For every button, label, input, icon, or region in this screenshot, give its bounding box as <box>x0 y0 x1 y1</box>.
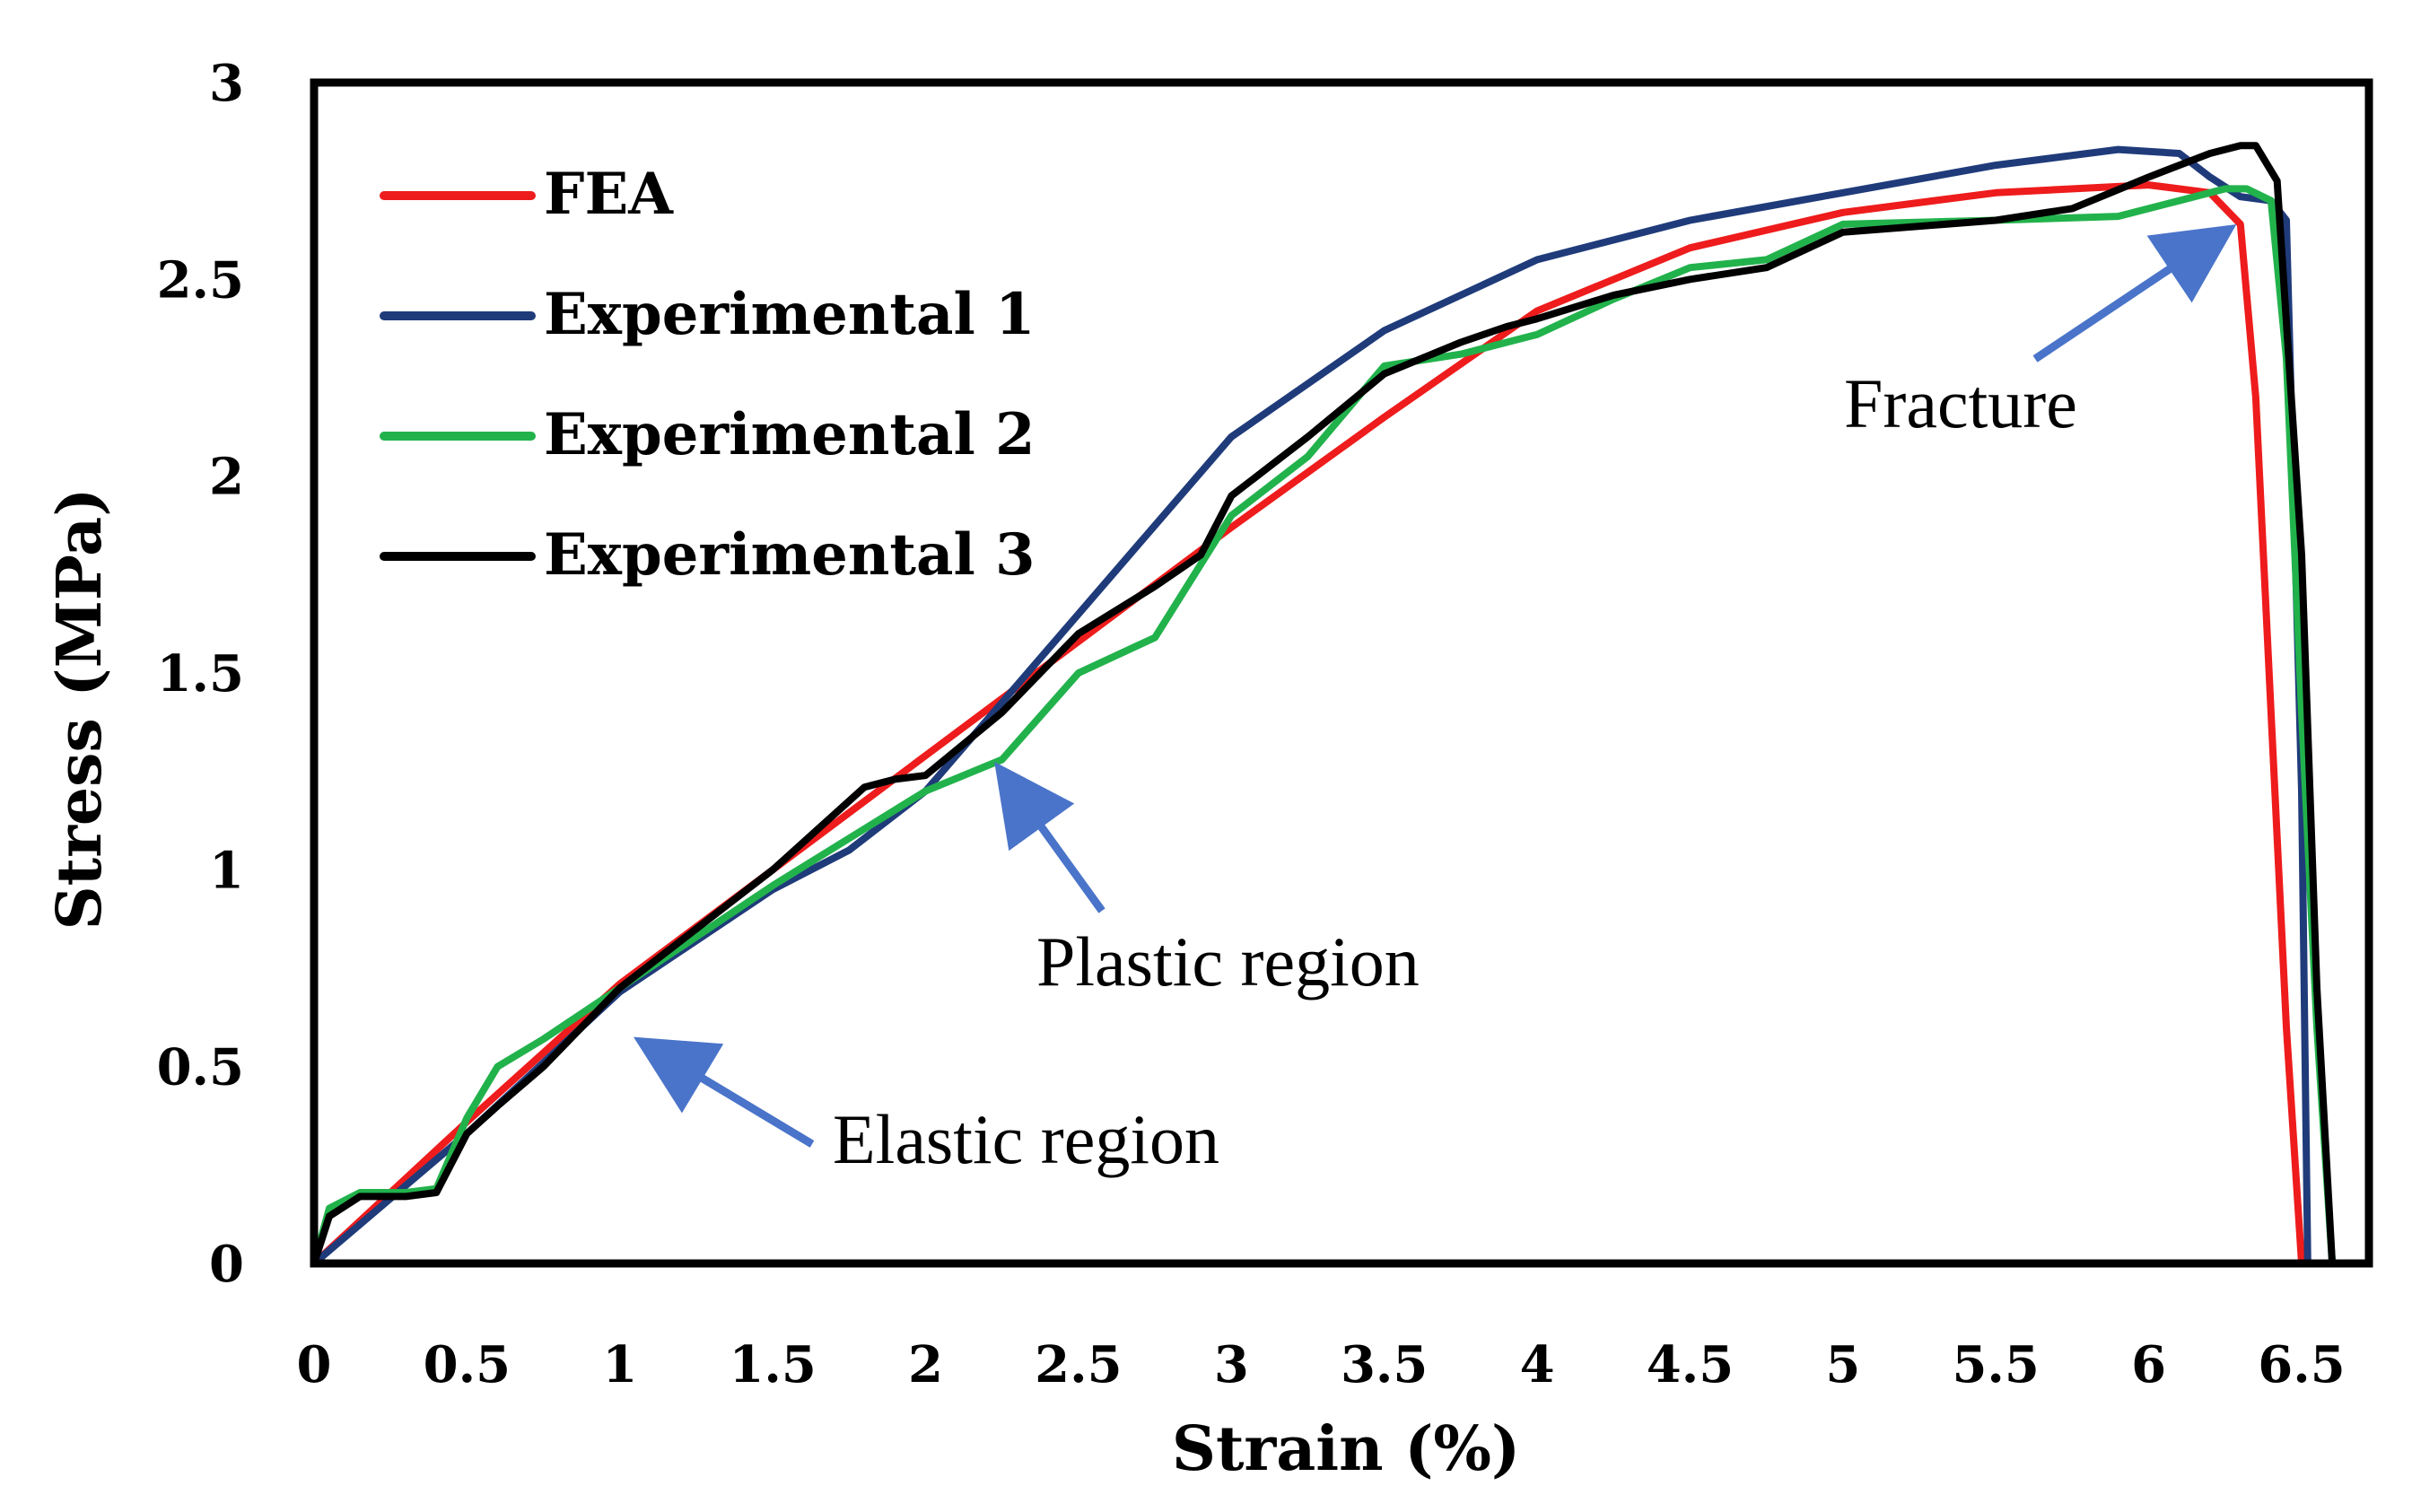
y-tick-label: 2.5 <box>157 250 244 310</box>
y-tick-label: 0.5 <box>157 1038 244 1097</box>
series-layer <box>310 142 2337 1267</box>
y-axis-title: Stress (MPa) <box>44 488 116 931</box>
x-tick-label: 5 <box>1825 1335 1860 1394</box>
legend-label-experimental-2: Experimental 2 <box>544 401 1036 468</box>
fracture-arrow <box>2032 223 2237 363</box>
x-tick-label: 4 <box>1520 1335 1555 1394</box>
y-tick-label: 2 <box>209 448 244 507</box>
legend-label-fea: FEA <box>544 161 674 228</box>
x-tick-label: 4.5 <box>1647 1335 1734 1394</box>
plastic-region-label: Plastic region <box>1036 922 1420 1001</box>
legend-label-experimental-3: Experimental 3 <box>544 521 1036 589</box>
x-tick-label: 6.5 <box>2258 1335 2345 1394</box>
x-tick-label: 3.5 <box>1341 1335 1428 1394</box>
x-tick-label: 3 <box>1214 1335 1249 1394</box>
elastic-region-label: Elastic region <box>833 1100 1219 1178</box>
x-tick-label: 6 <box>2131 1335 2166 1394</box>
x-tick-label: 1 <box>602 1335 637 1394</box>
x-axis-title: Strain (%) <box>1172 1413 1520 1485</box>
annotations: Elastic region Plastic region Fracture <box>633 223 2237 1178</box>
x-tick-label: 5.5 <box>1952 1335 2039 1394</box>
x-tick-labels: 0 0.5 1 1.5 2 2.5 3 3.5 4 4.5 5 5.5 6 6.5 <box>297 1335 2346 1394</box>
legend-label-experimental-1: Experimental 1 <box>544 281 1036 348</box>
y-tick-label: 1.5 <box>157 644 244 704</box>
series-line-experimental-2 <box>310 185 2337 1267</box>
fracture-label: Fracture <box>1844 364 2077 442</box>
y-tick-label: 1 <box>209 841 244 900</box>
plot-frame <box>310 78 2373 1268</box>
y-tick-label: 0 <box>209 1235 244 1294</box>
y-tick-labels: 0 0.5 1 1.5 2 2.5 3 <box>157 54 244 1294</box>
plastic-region-arrow <box>994 761 1106 913</box>
y-tick-label: 3 <box>209 54 244 113</box>
series-line-experimental-3 <box>310 142 2337 1267</box>
x-tick-label: 0 <box>297 1335 332 1394</box>
elastic-region-arrow <box>633 1036 815 1148</box>
x-tick-label: 2 <box>908 1335 943 1394</box>
x-tick-label: 1.5 <box>729 1335 816 1394</box>
legend: FEA Experimental 1 Experimental 2 Experi… <box>380 161 1036 589</box>
x-tick-label: 0.5 <box>424 1335 511 1394</box>
x-tick-label: 2.5 <box>1035 1335 1122 1394</box>
